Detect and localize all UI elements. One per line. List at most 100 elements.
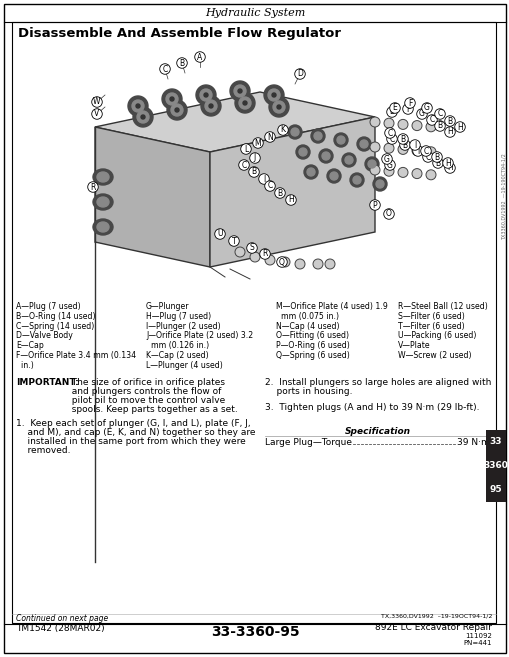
Circle shape: [425, 147, 435, 157]
Circle shape: [326, 169, 341, 183]
Text: 3360: 3360: [483, 461, 507, 470]
Circle shape: [249, 252, 260, 262]
Ellipse shape: [97, 172, 109, 182]
Text: Specification: Specification: [344, 427, 410, 436]
Circle shape: [268, 97, 289, 117]
Text: A—Plug (7 used): A—Plug (7 used): [16, 302, 80, 311]
Text: Disassemble And Assemble Flow Regulator: Disassemble And Assemble Flow Regulator: [18, 27, 341, 40]
Circle shape: [140, 115, 145, 119]
Circle shape: [411, 169, 421, 179]
Text: B: B: [251, 168, 256, 177]
Text: Q—Spring (6 used): Q—Spring (6 used): [275, 351, 349, 360]
Text: pilot oil to move the control valve: pilot oil to move the control valve: [66, 396, 225, 405]
Circle shape: [201, 96, 220, 116]
Text: C: C: [267, 181, 272, 191]
Circle shape: [264, 85, 284, 105]
Text: D: D: [296, 70, 302, 78]
Circle shape: [344, 156, 352, 164]
Text: PN=441: PN=441: [463, 640, 491, 646]
Circle shape: [169, 97, 174, 101]
Circle shape: [324, 259, 334, 269]
Circle shape: [235, 247, 244, 257]
Text: F—Orifice Plate 3.4 mm (0.134: F—Orifice Plate 3.4 mm (0.134: [16, 351, 136, 360]
Text: F: F: [405, 104, 409, 114]
Circle shape: [356, 137, 370, 151]
Circle shape: [383, 166, 393, 176]
Text: Q: Q: [278, 258, 285, 267]
Text: G—Plunger: G—Plunger: [146, 302, 189, 311]
Circle shape: [298, 148, 306, 156]
Text: 3.  Tighten plugs (A and H) to 39 N·m (29 lb-ft).: 3. Tighten plugs (A and H) to 39 N·m (29…: [265, 403, 478, 412]
Text: D—Valve Body: D—Valve Body: [16, 331, 73, 340]
Circle shape: [209, 104, 213, 108]
Text: B: B: [277, 189, 282, 198]
Circle shape: [397, 145, 407, 154]
Polygon shape: [210, 117, 374, 267]
Text: R: R: [262, 250, 267, 258]
Circle shape: [235, 93, 254, 113]
Text: E—Cap: E—Cap: [16, 341, 44, 350]
Text: A: A: [197, 53, 202, 62]
Circle shape: [303, 165, 318, 179]
Circle shape: [204, 93, 208, 97]
Circle shape: [288, 125, 301, 139]
Circle shape: [291, 128, 298, 136]
Text: J—Orifice Plate (2 used) 3.2: J—Orifice Plate (2 used) 3.2: [146, 331, 252, 340]
Circle shape: [369, 142, 379, 152]
Text: C: C: [437, 110, 442, 118]
Circle shape: [267, 89, 279, 101]
Text: I: I: [416, 147, 418, 156]
Text: H: H: [456, 122, 462, 131]
Text: TX3360,DV1992  —19-190CT94-1/2: TX3360,DV1992 —19-190CT94-1/2: [500, 154, 505, 240]
Polygon shape: [95, 92, 374, 152]
Circle shape: [318, 149, 332, 163]
Circle shape: [271, 93, 275, 97]
Circle shape: [397, 120, 407, 129]
Text: 2.  Install plungers so large holes are aligned with: 2. Install plungers so large holes are a…: [265, 378, 490, 387]
Text: U: U: [217, 229, 222, 238]
Text: V—Plate: V—Plate: [397, 341, 430, 350]
Circle shape: [166, 100, 187, 120]
Text: H: H: [288, 196, 293, 204]
Text: mm (0.126 in.): mm (0.126 in.): [146, 341, 209, 350]
Circle shape: [137, 111, 149, 123]
Ellipse shape: [97, 222, 109, 232]
Text: F: F: [407, 99, 411, 108]
Text: L—Plunger (4 used): L—Plunger (4 used): [146, 361, 222, 370]
Circle shape: [313, 259, 322, 269]
Text: G: G: [386, 160, 392, 170]
Text: B: B: [446, 116, 451, 125]
Text: N: N: [267, 133, 272, 141]
Text: 892E LC Excavator Repair: 892E LC Excavator Repair: [375, 622, 491, 631]
Text: 111092: 111092: [464, 633, 491, 639]
Circle shape: [397, 168, 407, 177]
Circle shape: [136, 104, 140, 108]
Text: E: E: [389, 108, 393, 116]
Polygon shape: [95, 127, 210, 267]
Text: removed.: removed.: [16, 446, 70, 455]
Circle shape: [336, 136, 344, 144]
Text: S: S: [249, 244, 254, 252]
Circle shape: [272, 101, 285, 113]
Text: B: B: [179, 58, 184, 68]
Text: B: B: [437, 122, 442, 131]
Text: in.): in.): [16, 361, 34, 370]
Text: Large Plug—Torque: Large Plug—Torque: [265, 438, 351, 447]
Text: S—Filter (6 used): S—Filter (6 used): [397, 312, 464, 321]
Circle shape: [383, 118, 393, 128]
Circle shape: [342, 153, 355, 167]
Text: C: C: [388, 135, 394, 143]
Text: C: C: [422, 147, 428, 156]
Text: G: G: [383, 154, 389, 164]
Circle shape: [349, 173, 363, 187]
Circle shape: [128, 96, 148, 116]
Circle shape: [411, 146, 421, 156]
Text: IMPORTANT:: IMPORTANT:: [16, 378, 78, 387]
Text: K: K: [280, 125, 285, 135]
Bar: [485, 430, 505, 502]
Circle shape: [425, 170, 435, 180]
Circle shape: [333, 133, 347, 147]
Text: installed in the same port from which they were: installed in the same port from which th…: [16, 437, 245, 446]
Text: B: B: [402, 141, 407, 150]
Text: C: C: [429, 116, 434, 124]
